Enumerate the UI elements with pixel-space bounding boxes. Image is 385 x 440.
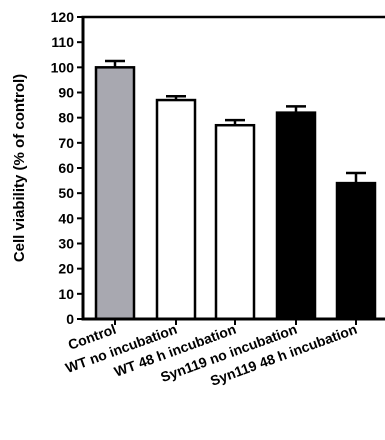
- y-tick-label: 20: [58, 261, 74, 277]
- bar: [335, 181, 377, 321]
- y-tick-label: 10: [58, 286, 74, 302]
- y-tick-label: 120: [51, 9, 75, 25]
- y-tick-label: 40: [58, 210, 74, 226]
- bar: [155, 98, 197, 321]
- y-tick-label: 90: [58, 85, 74, 101]
- error-bars: [105, 59, 366, 184]
- bar: [214, 123, 256, 321]
- bar: [94, 66, 136, 321]
- bar: [275, 111, 317, 321]
- y-axis-label: Cell viability (% of control): [11, 74, 28, 262]
- y-tick-label: 30: [58, 236, 74, 252]
- y-tick-label: 50: [58, 185, 74, 201]
- y-tick-label: 70: [58, 135, 74, 151]
- bars: [94, 66, 377, 321]
- y-tick-label: 100: [51, 59, 75, 75]
- y-tick-label: 60: [58, 160, 74, 176]
- y-tick-label: 110: [51, 34, 74, 50]
- y-tick-label: 0: [66, 311, 74, 327]
- y-axis-ticks: 0 10 20 30 40 50 60 70 80 90 100 110 120: [51, 9, 83, 327]
- y-tick-label: 80: [58, 110, 74, 126]
